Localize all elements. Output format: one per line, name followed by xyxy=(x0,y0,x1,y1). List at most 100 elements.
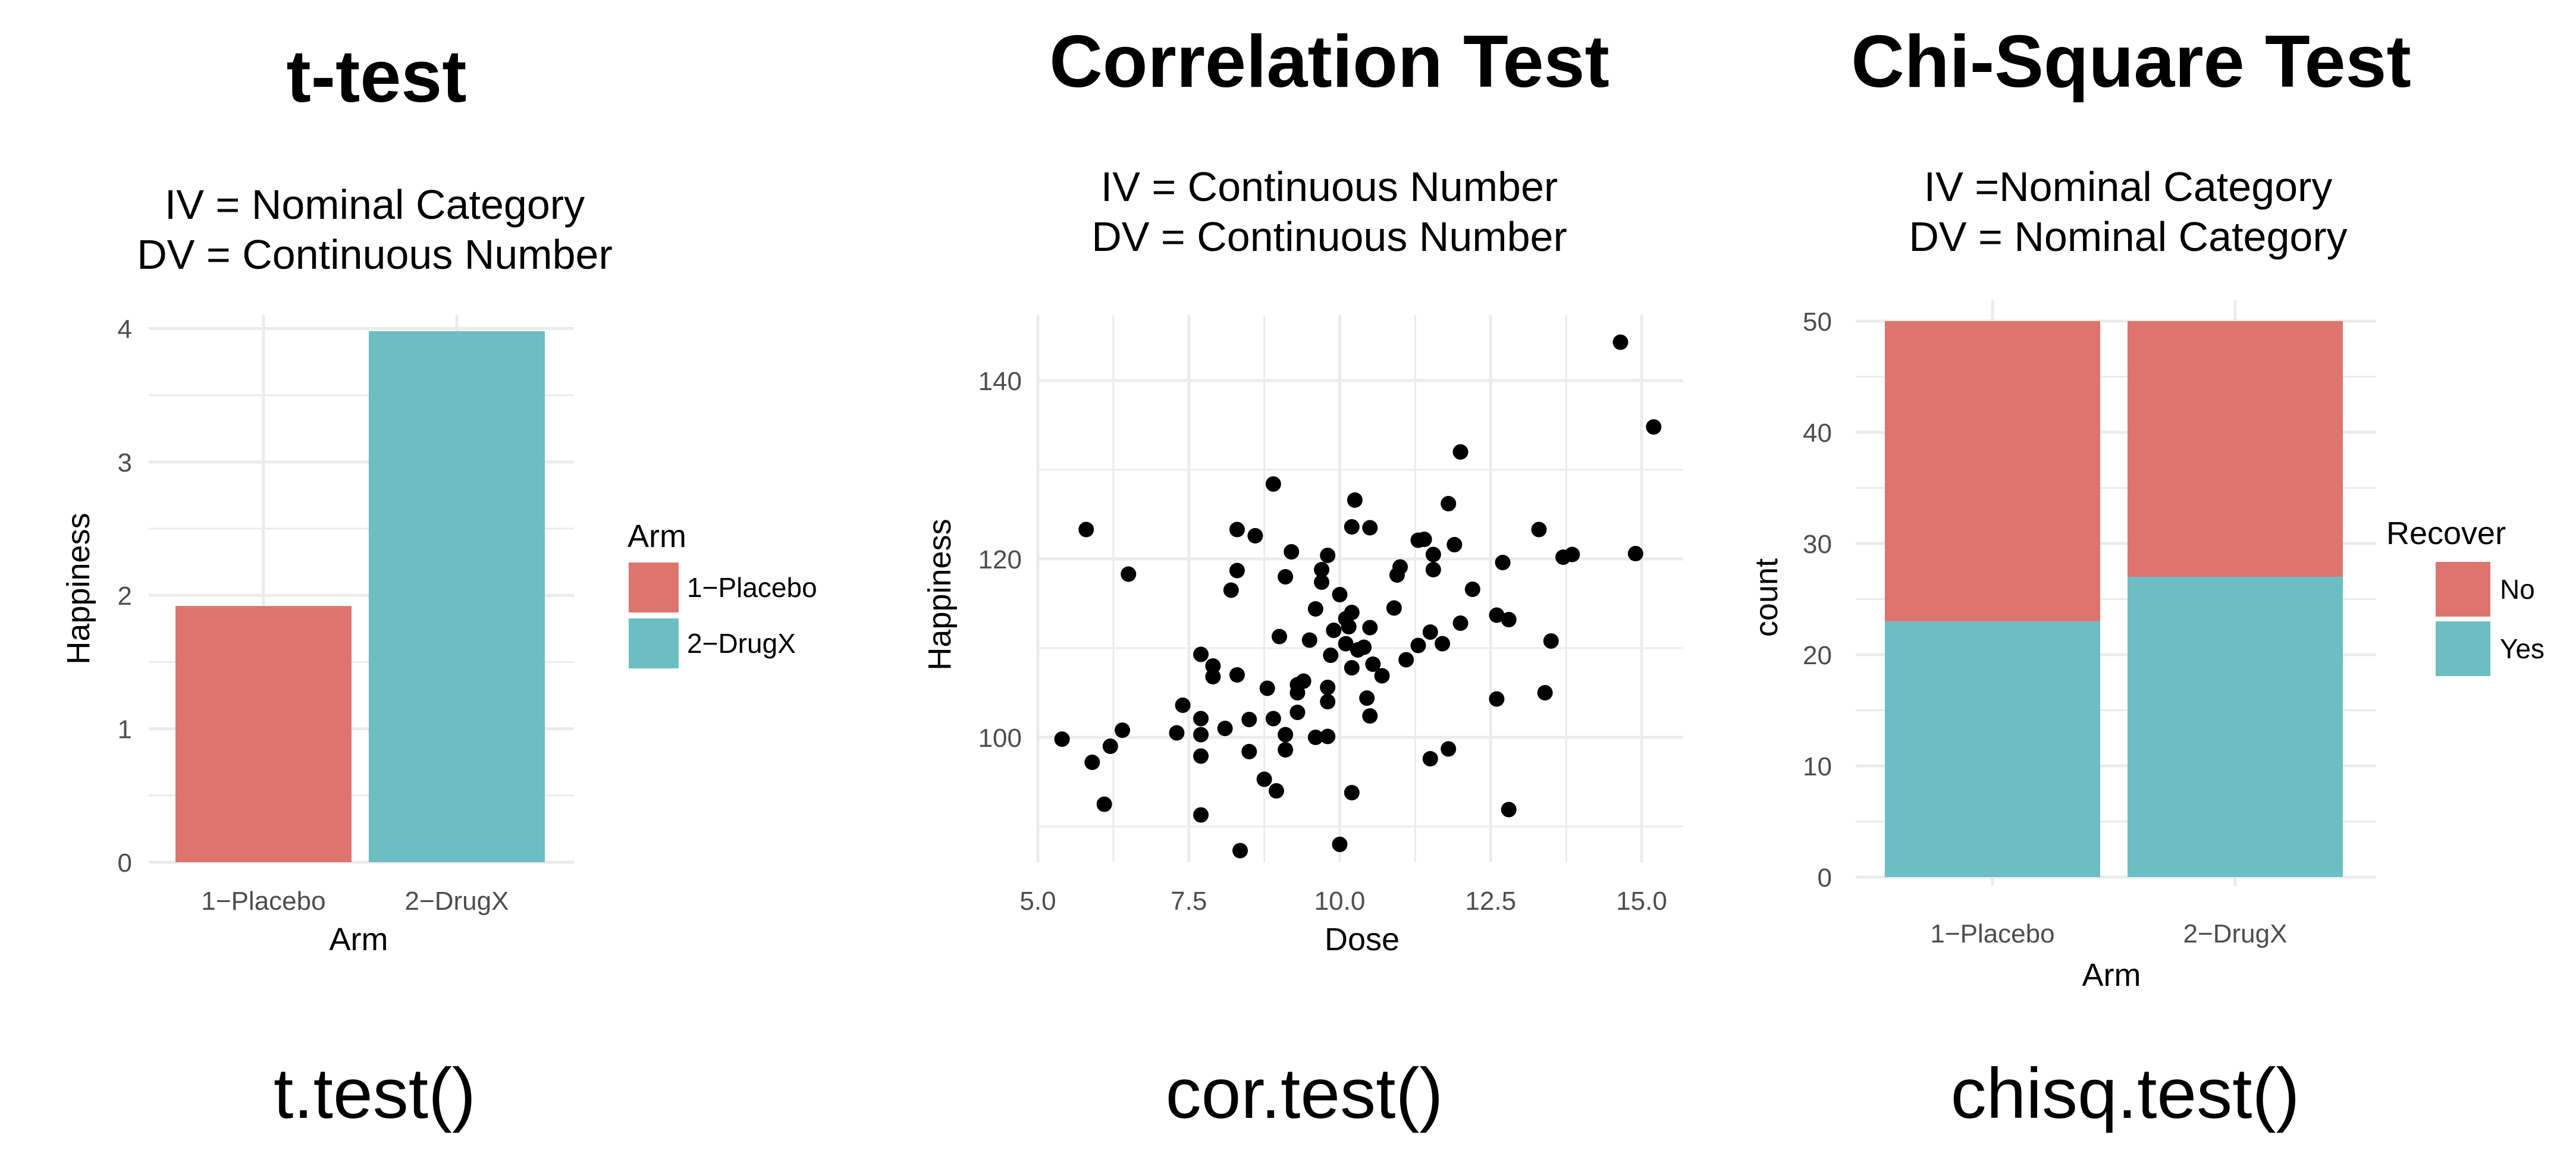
data-point xyxy=(1223,582,1239,598)
data-point xyxy=(1347,492,1363,508)
data-point xyxy=(1410,637,1426,653)
data-point xyxy=(1078,521,1094,538)
function-label-chisq-test: chisq.test() xyxy=(1950,1054,2300,1133)
x-tick-label: 10.0 xyxy=(1314,887,1366,916)
data-point xyxy=(1320,694,1336,709)
data-point xyxy=(1362,708,1378,724)
panel-title-t-test: t-test xyxy=(286,36,467,118)
data-point xyxy=(1422,624,1438,640)
data-point xyxy=(1169,725,1185,741)
data-point xyxy=(1495,555,1511,570)
data-point xyxy=(1278,569,1294,585)
legend-label: Yes xyxy=(2500,633,2544,664)
data-point xyxy=(1452,615,1469,631)
x-tick-label: 12.5 xyxy=(1465,887,1516,916)
data-point xyxy=(1362,620,1378,636)
data-point xyxy=(1301,632,1317,648)
subtitle-line-dv: DV = Continuous Number xyxy=(1091,213,1567,260)
data-point xyxy=(1425,562,1441,577)
data-point xyxy=(1447,537,1463,552)
data-point xyxy=(1193,711,1209,727)
y-tick-label: 0 xyxy=(118,849,132,878)
x-tick-label: 7.5 xyxy=(1171,887,1207,916)
data-point xyxy=(1247,528,1263,543)
y-tick-label: 120 xyxy=(978,545,1022,574)
y-tick-label: 10 xyxy=(1803,752,1832,781)
x-tick-label: 1−Placebo xyxy=(1930,919,2054,948)
data-point xyxy=(1612,334,1629,350)
x-tick-label: 5.0 xyxy=(1019,887,1056,916)
data-point xyxy=(1326,623,1342,638)
bar-drugx xyxy=(369,331,545,862)
data-point xyxy=(1241,712,1257,727)
y-tick-label: 0 xyxy=(1818,863,1832,893)
data-point xyxy=(1365,656,1381,672)
data-point xyxy=(1229,521,1245,538)
data-point xyxy=(1362,520,1378,536)
data-point xyxy=(1425,546,1441,563)
data-point xyxy=(1543,633,1559,649)
legend-title: Arm xyxy=(627,519,686,554)
data-point xyxy=(1307,730,1323,745)
data-point xyxy=(1205,669,1221,684)
data-point xyxy=(1564,546,1580,563)
data-point xyxy=(1356,639,1372,655)
data-point xyxy=(1314,574,1330,590)
data-point xyxy=(1229,667,1245,683)
legend-key-placebo xyxy=(629,563,679,612)
data-point xyxy=(1284,544,1300,560)
data-point xyxy=(1332,587,1348,602)
legend-label: No xyxy=(2500,574,2535,605)
data-point xyxy=(1084,755,1100,770)
data-point xyxy=(1265,711,1281,727)
data-point xyxy=(1175,697,1191,713)
data-point xyxy=(1537,685,1553,700)
bar-segment-no-drugx xyxy=(2128,321,2343,577)
data-point xyxy=(1054,731,1070,747)
x-tick-label: 15.0 xyxy=(1616,887,1667,916)
panel-title-chi-square-test: Chi-Square Test xyxy=(1851,21,2411,103)
subtitle-line-iv: IV = Continuous Number xyxy=(1100,164,1558,210)
data-point xyxy=(1374,668,1390,684)
data-point xyxy=(1392,559,1408,575)
data-point xyxy=(1320,680,1336,695)
data-point xyxy=(1489,691,1505,707)
data-point xyxy=(1416,532,1432,547)
y-tick-label: 50 xyxy=(1803,307,1832,337)
data-point xyxy=(1295,673,1311,689)
data-point xyxy=(1278,742,1294,758)
legend-key-yes xyxy=(2436,621,2490,676)
y-tick-label: 2 xyxy=(118,582,132,611)
data-point xyxy=(1386,600,1402,616)
data-point xyxy=(1489,607,1505,623)
data-point xyxy=(1422,751,1438,766)
subtitle-line-dv: DV = Nominal Category xyxy=(1909,213,2348,260)
x-axis-label: Arm xyxy=(330,922,388,957)
data-point xyxy=(1278,727,1294,743)
data-point xyxy=(1232,843,1248,859)
data-point xyxy=(1272,629,1287,645)
y-tick-label: 20 xyxy=(1803,641,1832,670)
legend-title: Recover xyxy=(2386,516,2506,551)
data-point xyxy=(1359,690,1375,706)
data-point xyxy=(1096,796,1112,812)
y-tick-label: 1 xyxy=(118,715,132,744)
data-point xyxy=(1307,601,1323,617)
legend-label: 2−DrugX xyxy=(687,628,796,659)
data-point xyxy=(1121,566,1137,582)
y-tick-label: 4 xyxy=(118,315,132,344)
legend-key-no xyxy=(2436,562,2490,617)
data-point xyxy=(1320,728,1336,744)
data-point xyxy=(1646,419,1662,435)
bar-placebo xyxy=(175,606,352,862)
data-point xyxy=(1435,636,1451,652)
panel-title-correlation-test: Correlation Test xyxy=(1049,21,1609,103)
y-tick-label: 140 xyxy=(978,367,1022,396)
x-tick-label: 2−DrugX xyxy=(405,887,509,916)
data-point xyxy=(1501,612,1517,627)
data-point xyxy=(1501,802,1517,818)
data-point xyxy=(1344,519,1360,535)
y-axis-label: count xyxy=(1749,558,1784,637)
data-point xyxy=(1332,837,1348,852)
